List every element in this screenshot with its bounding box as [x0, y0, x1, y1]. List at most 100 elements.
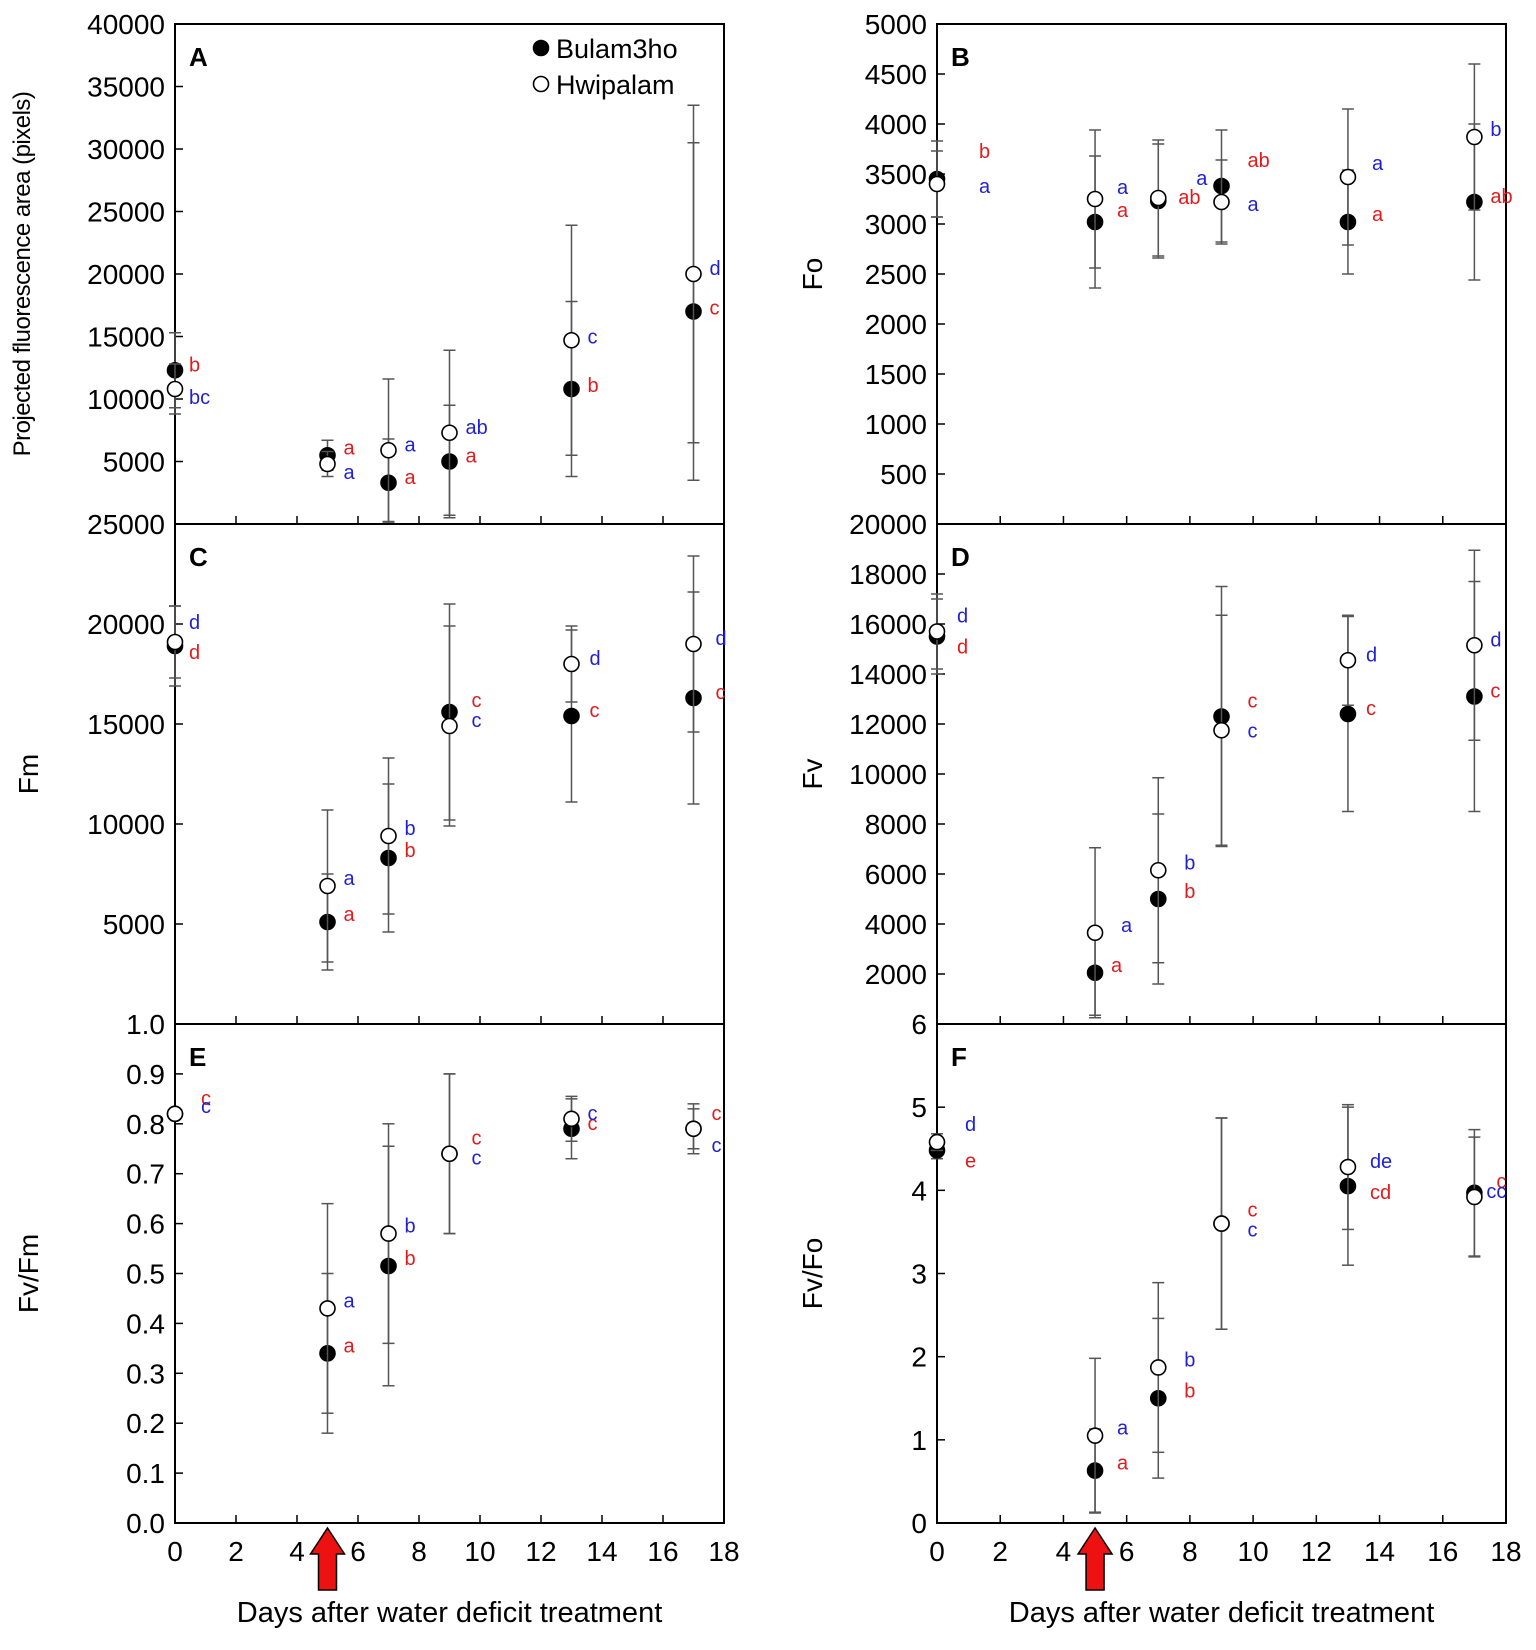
significance-letter: a	[405, 434, 417, 456]
significance-letter: c	[712, 1103, 722, 1125]
y-tick-label: 0.3	[126, 1358, 165, 1389]
y-tick-label: 4	[911, 1175, 927, 1206]
y-tick-label: 5	[911, 1092, 927, 1123]
y-tick-label: 0.7	[126, 1159, 165, 1190]
significance-letter: a	[1372, 204, 1384, 226]
y-tick-label: 4000	[865, 109, 927, 140]
significance-letter: a	[1372, 153, 1384, 175]
significance-letter: cc	[1486, 1181, 1506, 1203]
y-tick-label: 0	[911, 1508, 927, 1539]
plot-frame	[936, 23, 1507, 525]
significance-letter: de	[1370, 1151, 1392, 1173]
data-point-open	[1213, 193, 1230, 211]
significance-letter: c	[201, 1096, 211, 1118]
y-tick-label: 20000	[849, 509, 927, 540]
significance-letter: c	[472, 690, 482, 712]
y-tick-label: 4500	[865, 59, 927, 90]
significance-letter: a	[979, 176, 991, 198]
significance-letter: c	[588, 1113, 598, 1135]
data-point-open	[380, 441, 397, 459]
y-tick-label: 15000	[87, 322, 165, 353]
data-point-open	[1213, 1215, 1230, 1232]
panel-label: D	[951, 542, 970, 572]
x-axis-title: Days after water deficit treatment	[1009, 1597, 1435, 1629]
y-tick-label: 3000	[865, 209, 927, 240]
y-tick-label: 6000	[865, 859, 927, 890]
y-axis-title: Fv/Fm	[13, 1234, 44, 1313]
y-tick-label: 30000	[87, 134, 165, 165]
panel-label: E	[189, 1042, 206, 1072]
legend-label-bulam3ho: Bulam3ho	[556, 34, 678, 64]
y-tick-label: 3500	[865, 159, 927, 190]
significance-letter: b	[1184, 852, 1195, 874]
y-axis-title: Fv	[797, 758, 828, 789]
significance-letter: a	[466, 446, 478, 468]
y-tick-label: 0.0	[126, 1508, 165, 1539]
significance-letter: a	[344, 1290, 356, 1312]
significance-letter: c	[590, 700, 600, 722]
significance-letter: c	[588, 326, 598, 348]
significance-letter: d	[590, 648, 601, 670]
x-tick-label: 6	[350, 1536, 366, 1567]
data-point-open	[928, 175, 946, 193]
significance-letter: b	[405, 1216, 416, 1238]
significance-letter: ab	[1178, 187, 1200, 209]
x-tick-label: 2	[228, 1536, 244, 1567]
y-tick-label: 16000	[849, 609, 927, 640]
x-tick-label: 16	[1427, 1536, 1458, 1567]
x-tick-label: 18	[708, 1536, 739, 1567]
data-point-open	[685, 265, 702, 283]
series-hwipalam: a a a a ab	[928, 63, 1502, 269]
data-point-open	[319, 1300, 336, 1317]
y-tick-label: 2	[911, 1342, 927, 1373]
significance-letter: a	[1117, 177, 1129, 199]
y-tick-label: 2500	[865, 259, 927, 290]
y-tick-label: 0.8	[126, 1109, 165, 1140]
y-tick-label: 35000	[87, 72, 165, 103]
y-tick-label: 15000	[87, 709, 165, 740]
significance-letter: b	[1184, 1349, 1195, 1371]
significance-letter: b	[1490, 119, 1501, 141]
data-point-open	[685, 1120, 702, 1138]
significance-letter: a	[344, 437, 356, 459]
y-tick-label: 5000	[103, 909, 165, 940]
y-tick-label: 1	[911, 1425, 927, 1456]
treatment-arrow-icon	[309, 1526, 346, 1591]
significance-letter: c	[472, 710, 482, 732]
data-point-open	[563, 1110, 580, 1128]
y-tick-label: 14000	[849, 659, 927, 690]
legend: Bulam3ho Hwipalam	[532, 34, 678, 100]
legend-marker-filled	[532, 39, 550, 57]
y-tick-label: 25000	[87, 197, 165, 228]
significance-letter: a	[1111, 955, 1123, 977]
panel-e: 0.0 0.1 0.2 0.3 0.4 0.5 0.6 0.7 0.8 0.9 1.0 0 2 4 6 8 10…	[13, 1009, 740, 1629]
panel-label: C	[189, 542, 208, 572]
data-point-open	[563, 655, 580, 673]
data-point-open	[166, 380, 184, 398]
y-tick-label: 18000	[849, 559, 927, 590]
x-tick-label: 2	[992, 1536, 1008, 1567]
significance-letter: ab	[466, 417, 488, 439]
significance-letter: a	[1117, 1453, 1129, 1475]
significance-letter: c	[712, 1135, 722, 1157]
y-axis-title: Projected fluorescence area (pixels)	[9, 92, 36, 457]
panel-d: 2000 4000 6000 8000 10000 12000 14000 16000 1800…	[797, 509, 1507, 1025]
y-tick-label: 10000	[849, 759, 927, 790]
x-tick-label: 4	[289, 1536, 305, 1567]
significance-letter: a	[1117, 1418, 1129, 1440]
x-tick-label: 18	[1490, 1536, 1521, 1567]
y-tick-label: 0.4	[126, 1308, 165, 1339]
data-point-open	[1466, 1188, 1483, 1206]
data-point-open	[166, 1105, 184, 1123]
significance-letter: ab	[1490, 186, 1512, 208]
x-tick-label: 16	[647, 1536, 678, 1567]
y-tick-label: 0.5	[126, 1259, 165, 1290]
significance-letter: c	[201, 1088, 211, 1110]
data-point-open	[1086, 924, 1104, 942]
y-tick-label: 20000	[87, 609, 165, 640]
y-axis-title: Fm	[13, 754, 44, 794]
